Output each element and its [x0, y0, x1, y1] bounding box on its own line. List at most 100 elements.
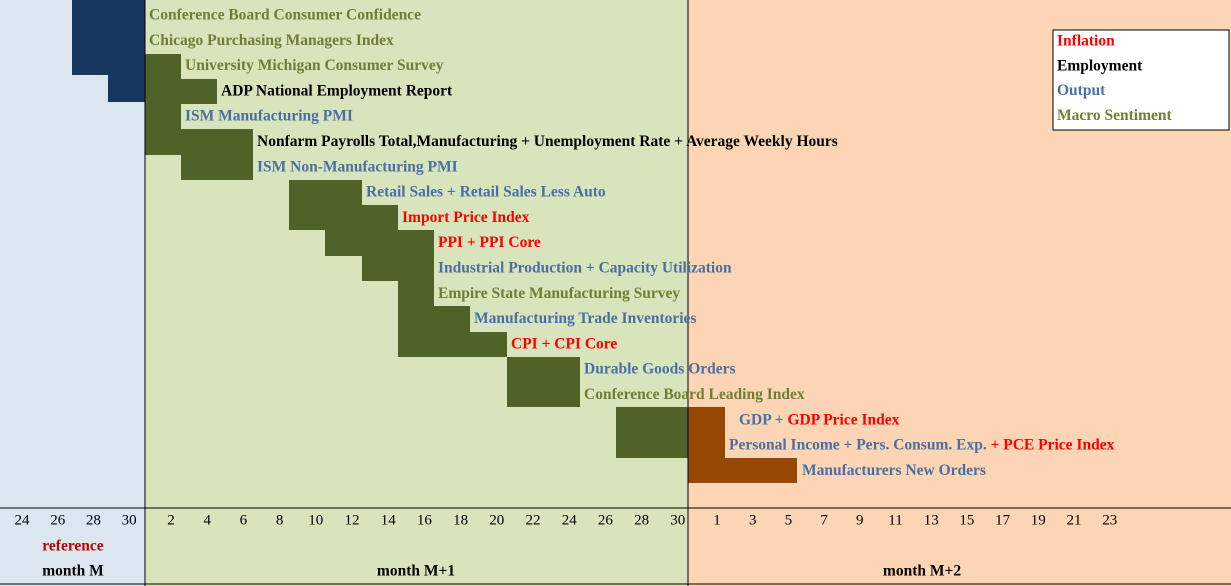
release-label: ISM Non-Manufacturing PMI	[257, 158, 458, 175]
day-label: 22	[526, 512, 541, 528]
day-label: 4	[203, 512, 211, 528]
release-label-part: Personal Income + Pers. Consum. Exp.	[729, 436, 987, 453]
day-label: 26	[598, 512, 614, 528]
day-label: 14	[381, 512, 397, 528]
release-label-part: Import Price Index	[402, 208, 530, 225]
release-label: GDP + GDP Price Index	[739, 411, 900, 428]
release-bar	[688, 458, 797, 483]
release-label: Retail Sales + Retail Sales Less Auto	[366, 183, 606, 200]
legend-entry: Macro Sentiment	[1057, 107, 1172, 124]
release-label: Conference Board Leading Index	[584, 386, 805, 403]
release-bar	[108, 75, 145, 102]
day-label: 8	[276, 512, 284, 528]
release-bar	[398, 281, 434, 306]
day-label: 18	[453, 512, 468, 528]
release-label-part: University Michigan Consumer Survey	[185, 57, 444, 74]
release-label-part: Manufacturers New Orders	[802, 461, 986, 478]
release-label: University Michigan Consumer Survey	[185, 57, 444, 74]
release-bar	[507, 357, 580, 382]
day-label: 7	[820, 512, 828, 528]
release-bar	[145, 129, 253, 155]
day-label: 28	[86, 512, 101, 528]
release-label: PPI + PPI Core	[438, 234, 541, 251]
day-label: 10	[308, 512, 323, 528]
legend-entry: Employment	[1057, 57, 1143, 74]
day-label: 13	[924, 512, 939, 528]
release-label-part: CPI + CPI Core	[511, 335, 617, 352]
release-label: Nonfarm Payrolls Total,Manufacturing + U…	[257, 133, 838, 150]
release-label: ISM Manufacturing PMI	[185, 107, 353, 124]
release-bar	[72, 0, 145, 75]
release-label-part: Durable Goods Orders	[584, 360, 736, 377]
release-bar	[145, 54, 181, 79]
bars	[72, 0, 797, 483]
release-label: Import Price Index	[402, 208, 530, 225]
release-label-part: Conference Board Consumer Confidence	[149, 6, 421, 23]
release-bar	[507, 382, 580, 407]
legend-box	[1052, 29, 1230, 131]
release-label-part: ISM Non-Manufacturing PMI	[257, 158, 458, 175]
release-bar	[398, 306, 470, 332]
day-label: 16	[417, 512, 433, 528]
month-label: month M	[42, 563, 104, 580]
release-label: CPI + CPI Core	[511, 335, 617, 352]
day-label: 24	[562, 512, 578, 528]
release-label: Manufacturing Trade Inventories	[474, 310, 696, 327]
release-label-part: GDP +	[739, 411, 787, 428]
day-label: 5	[785, 512, 793, 528]
release-label-part: Chicago Purchasing Managers Index	[149, 31, 394, 48]
release-label-part: Nonfarm Payrolls Total,Manufacturing + U…	[257, 133, 838, 150]
day-label: 6	[240, 512, 248, 528]
day-label: 1	[713, 512, 721, 528]
day-label: 2	[167, 512, 175, 528]
release-label: Manufacturers New Orders	[802, 461, 986, 478]
day-label: 20	[489, 512, 504, 528]
release-label: Durable Goods Orders	[584, 360, 736, 377]
legend-entry: Output	[1057, 82, 1106, 99]
release-label-part: Conference Board Leading Index	[584, 386, 805, 403]
day-label: 9	[856, 512, 864, 528]
release-label: Empire State Manufacturing Survey	[438, 284, 680, 301]
day-label: 21	[1067, 512, 1082, 528]
month-label: month M+2	[883, 563, 961, 580]
release-label-part: ISM Manufacturing PMI	[185, 107, 353, 124]
release-label-part: + PCE Price Index	[987, 436, 1115, 453]
release-bar	[616, 407, 688, 458]
day-label: 23	[1102, 512, 1117, 528]
release-bar	[145, 104, 181, 129]
day-label: 30	[670, 512, 685, 528]
release-label-part: GDP Price Index	[787, 411, 899, 428]
release-bar	[181, 155, 253, 180]
release-bar	[398, 332, 507, 357]
release-label-part: PPI + PPI Core	[438, 234, 541, 251]
release-label-part: Empire State Manufacturing Survey	[438, 284, 680, 301]
reference-label: reference	[42, 538, 103, 555]
release-label: Personal Income + Pers. Consum. Exp. + P…	[729, 436, 1115, 453]
release-bar	[688, 407, 725, 458]
release-label-part: Industrial Production + Capacity Utiliza…	[438, 259, 732, 276]
release-bar	[362, 256, 434, 281]
release-label-part: ADP National Employment Report	[221, 82, 453, 99]
release-label-part: Retail Sales + Retail Sales Less Auto	[366, 183, 606, 200]
day-label: 30	[122, 512, 137, 528]
release-label: ADP National Employment Report	[221, 82, 453, 99]
day-label: 12	[345, 512, 360, 528]
release-label-part: Manufacturing Trade Inventories	[474, 310, 696, 327]
day-label: 19	[1031, 512, 1046, 528]
day-label: 3	[749, 512, 757, 528]
release-label: Chicago Purchasing Managers Index	[149, 31, 394, 48]
day-label: 15	[959, 512, 974, 528]
release-bar	[325, 230, 434, 256]
day-label: 11	[888, 512, 902, 528]
release-bar	[145, 79, 217, 104]
day-label: 26	[50, 512, 66, 528]
release-label: Industrial Production + Capacity Utiliza…	[438, 259, 732, 276]
day-label: 24	[15, 512, 31, 528]
month-label: month M+1	[377, 563, 455, 580]
day-label: 28	[634, 512, 649, 528]
legend-entry: Inflation	[1057, 33, 1115, 50]
release-bar	[289, 205, 398, 230]
release-label: Conference Board Consumer Confidence	[149, 6, 421, 23]
release-bar	[289, 180, 362, 205]
